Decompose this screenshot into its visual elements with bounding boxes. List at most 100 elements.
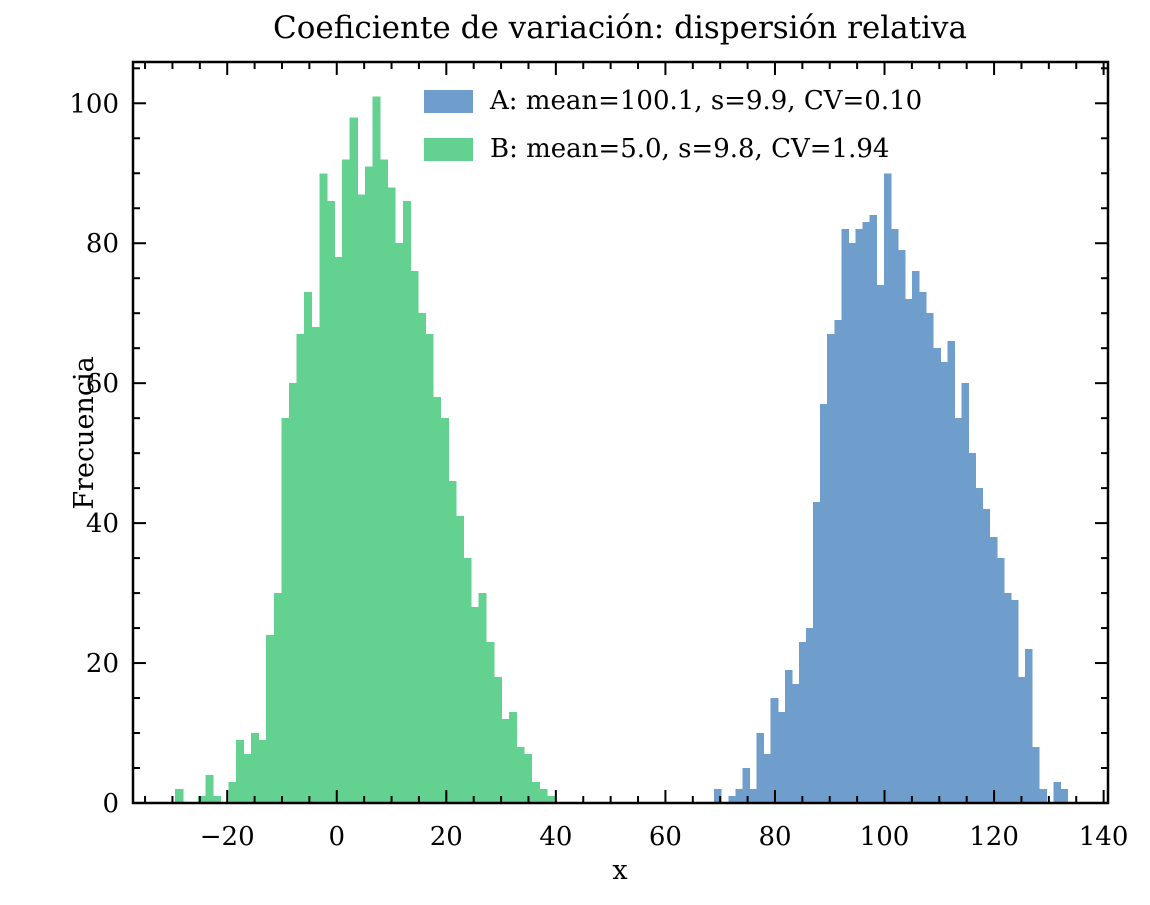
- histogram-bar-a: [813, 502, 821, 803]
- histogram-bar-a: [855, 229, 864, 804]
- histogram-bar-a: [1053, 782, 1061, 803]
- histogram-bar-a: [820, 404, 828, 803]
- histogram-bar-b: [326, 201, 335, 804]
- y-tick-label: 20: [86, 649, 119, 679]
- histogram-bar-b: [235, 740, 244, 803]
- histogram-bar-b: [387, 187, 396, 803]
- chart-title: Coeficiente de variación: dispersión rel…: [272, 10, 968, 46]
- histogram-bar-b: [546, 796, 555, 803]
- histogram-bar-a: [1039, 789, 1047, 803]
- legend-label-a: A: mean=100.1, s=9.9, CV=0.10: [490, 86, 923, 116]
- legend-label-b: B: mean=5.0, s=9.8, CV=1.94: [490, 134, 890, 164]
- histogram-bar-b: [364, 166, 373, 803]
- y-axis-label: Frecuencia: [69, 356, 101, 510]
- histogram-bar-b: [455, 516, 464, 803]
- histogram-bar-b: [380, 159, 389, 803]
- x-tick-label: 140: [1079, 822, 1129, 852]
- histogram-bar-a: [904, 299, 913, 803]
- histogram-bar-b: [197, 796, 207, 803]
- histogram-bar-a: [940, 362, 948, 803]
- histogram-bar-a: [897, 250, 906, 804]
- y-tick-label: 100: [69, 89, 119, 119]
- histogram-bar-b: [349, 117, 358, 803]
- histogram-bar-a: [728, 796, 736, 803]
- histogram-bar-b: [524, 754, 533, 803]
- histogram-bar-b: [304, 292, 313, 803]
- histogram-bar-b: [440, 418, 449, 803]
- histogram-bar-a: [968, 453, 977, 803]
- legend-swatch-a: [424, 89, 473, 113]
- histogram-bar-b: [425, 334, 434, 803]
- histogram-bar-b: [296, 334, 305, 803]
- histogram-bar-b: [433, 397, 442, 803]
- histogram-bar-b: [288, 383, 298, 803]
- legend-swatch-b: [424, 137, 473, 161]
- y-tick-label: 40: [86, 509, 119, 539]
- x-tick-label: 80: [758, 822, 791, 852]
- histogram-bar-a: [798, 642, 807, 803]
- histogram-bar-a: [996, 558, 1005, 803]
- histogram-bar-a: [749, 789, 758, 803]
- histogram-bar-b: [531, 782, 540, 803]
- histogram-bar-b: [205, 775, 214, 803]
- x-tick-label: −20: [200, 822, 255, 852]
- histogram-bar-b: [319, 173, 328, 803]
- histogram-bar-a: [926, 313, 934, 803]
- histogram-bar-b: [417, 313, 427, 803]
- histogram-bar-b: [251, 733, 260, 803]
- histogram-bar-b: [539, 789, 548, 803]
- histogram-bar-a: [933, 348, 941, 803]
- histogram-bar-b: [471, 607, 480, 803]
- histogram-bar-b: [448, 481, 457, 803]
- histogram-bar-a: [1032, 747, 1040, 803]
- histogram-bar-b: [410, 271, 419, 804]
- histogram-bar-a: [848, 243, 856, 804]
- histogram-bar-b: [395, 243, 404, 804]
- x-tick-label: 0: [329, 822, 346, 852]
- histogram-bar-a: [834, 320, 842, 803]
- histogram-bar-a: [742, 768, 750, 803]
- histogram-bar-a: [862, 222, 871, 804]
- histogram-bar-a: [975, 488, 984, 803]
- plot-frame: [131, 60, 1110, 805]
- x-tick-label: 60: [649, 822, 682, 852]
- histogram-bar-b: [281, 418, 290, 803]
- histogram-bar-a: [912, 271, 920, 804]
- histogram-bar-b: [266, 635, 275, 803]
- histogram-bar-a: [989, 537, 998, 803]
- histogram-bar-b: [516, 747, 525, 803]
- histogram-bar-b: [357, 194, 366, 803]
- histogram-bar-a: [763, 754, 772, 803]
- histogram-bar-b: [493, 677, 502, 803]
- histogram-bar-b: [243, 754, 252, 803]
- histogram-bar-b: [213, 796, 222, 803]
- histogram-bar-a: [791, 684, 800, 803]
- histogram-bar-b: [402, 201, 411, 804]
- legend-entry-b: B: mean=5.0, s=9.8, CV=1.94: [424, 134, 922, 164]
- histogram-bar-a: [1003, 593, 1012, 803]
- histogram-bar-b: [228, 782, 237, 803]
- histogram-bar-b: [342, 159, 351, 803]
- histogram-bar-a: [735, 789, 743, 803]
- legend: A: mean=100.1, s=9.9, CV=0.10 B: mean=5.…: [424, 86, 923, 184]
- histogram-bar-a: [954, 418, 962, 803]
- histogram-bar-a: [890, 229, 899, 804]
- legend-entry-a: A: mean=100.1, s=9.9, CV=0.10: [424, 86, 923, 116]
- histogram-bar-b: [175, 789, 184, 803]
- histogram-bar-b: [486, 642, 495, 803]
- histogram-bar-a: [876, 285, 885, 804]
- histogram-bar-a: [784, 670, 793, 803]
- histogram-bar-b: [311, 327, 320, 803]
- histogram-bar-a: [756, 733, 765, 803]
- histogram-bar-a: [1010, 600, 1019, 803]
- histogram-bar-a: [1025, 649, 1033, 803]
- histogram-bar-a: [806, 628, 814, 803]
- histogram-bar-a: [714, 789, 722, 803]
- histogram-bar-a: [982, 509, 991, 803]
- histogram-bar-b: [508, 712, 518, 803]
- x-tick-label: 100: [860, 822, 910, 852]
- histogram-bar-a: [883, 173, 892, 803]
- y-tick-label: 0: [102, 789, 119, 819]
